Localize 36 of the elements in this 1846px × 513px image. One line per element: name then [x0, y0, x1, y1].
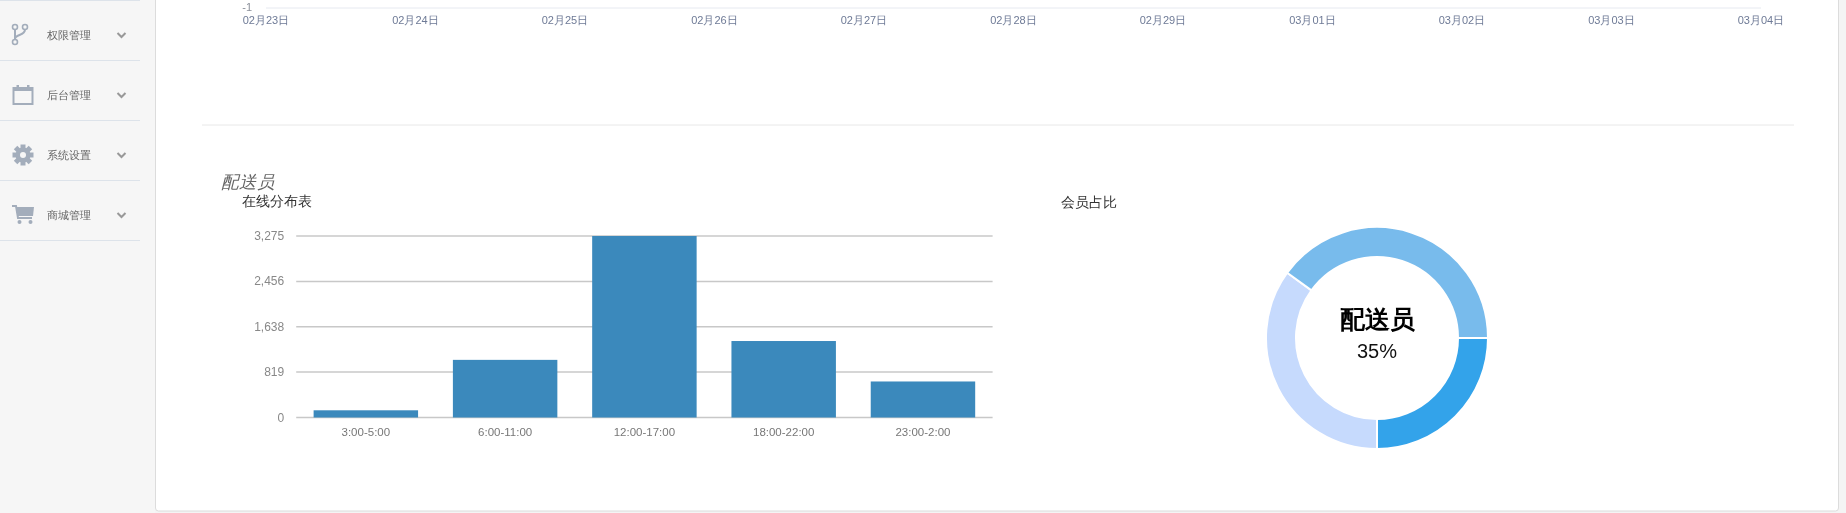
category-label: 02月24日 — [392, 14, 439, 26]
text: 会员占比 — [1061, 194, 1117, 210]
y-tick-label: 1,638 — [254, 319, 285, 334]
text: -1 — [242, 1, 252, 13]
category-label: 03月02日 — [1438, 14, 1486, 26]
bar — [592, 236, 697, 418]
y-tick-label: 0 — [277, 410, 285, 425]
text: 后台管理 — [47, 89, 91, 101]
text: 权限管理 — [46, 29, 91, 41]
bar — [313, 410, 419, 418]
x-tick-label: 6:00-11:00 — [478, 426, 533, 438]
bar — [452, 359, 558, 418]
bar — [870, 381, 976, 418]
category-label: 03月03日 — [1588, 14, 1635, 26]
chart-title: 在线分布表 — [241, 193, 312, 209]
x-tick-label: 23:00-2:00 — [895, 426, 951, 438]
text: 配送员 — [221, 172, 275, 192]
x-tick-label: 12:00-17:00 — [613, 426, 676, 438]
y-tick-label: 2,456 — [254, 274, 285, 289]
bar — [731, 341, 836, 418]
text: 商城管理 — [47, 209, 91, 221]
slice-label: 配送员 — [1339, 305, 1416, 333]
category-label: 03月04日 — [1737, 14, 1785, 26]
x-tick-label: 18:00-22:00 — [752, 426, 815, 438]
data-label: 35% — [1356, 340, 1398, 362]
category-label: 02月28日 — [990, 14, 1037, 26]
category-label: 03月01日 — [1289, 14, 1336, 26]
category-label: 02月25日 — [541, 14, 589, 26]
category-label: 02月27日 — [840, 14, 888, 26]
category-label: 02月29日 — [1139, 14, 1187, 26]
category-label: 02月23日 — [242, 14, 290, 26]
text: 系统设置 — [47, 149, 91, 161]
y-tick-label: 819 — [264, 365, 285, 380]
category-label: 02月26日 — [691, 14, 738, 26]
x-tick-label: 3:00-5:00 — [341, 426, 391, 438]
y-tick-label: 3,275 — [254, 229, 285, 243]
